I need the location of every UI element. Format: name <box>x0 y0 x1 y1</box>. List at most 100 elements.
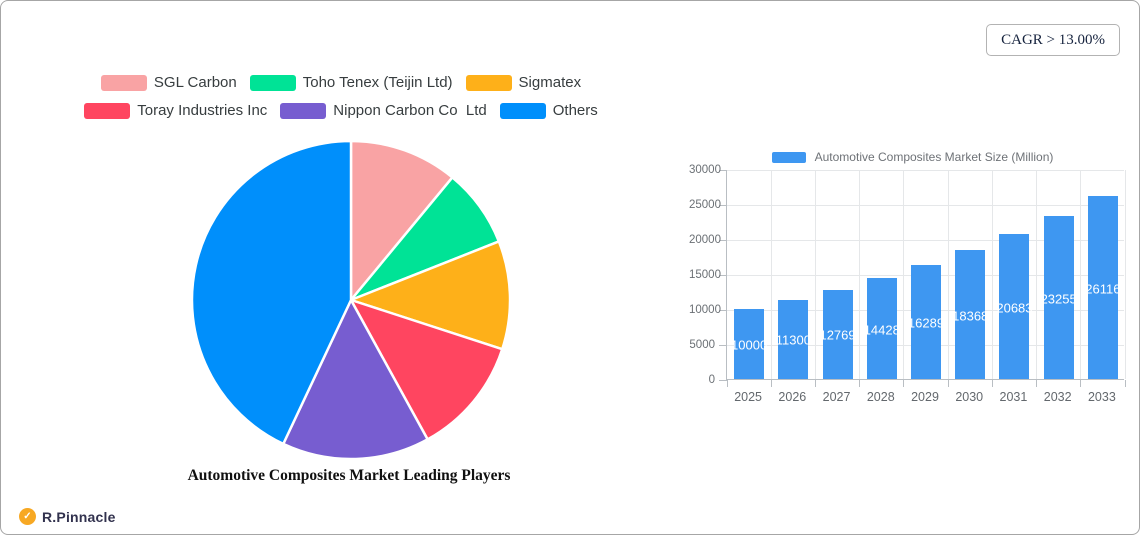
bar[interactable] <box>999 234 1030 379</box>
brand-name: R.Pinnacle <box>42 508 116 525</box>
x-axis-tick <box>991 380 993 387</box>
bar-legend-label: Automotive Composites Market Size (Milli… <box>814 150 1054 164</box>
bar-value-label: 10000 <box>731 337 768 353</box>
pie-legend-item[interactable]: Sigmatex <box>465 74 582 91</box>
y-axis-tick <box>719 344 727 346</box>
gridline <box>727 239 1124 241</box>
x-axis-tick <box>859 380 861 387</box>
pie-slice[interactable] <box>349 240 512 351</box>
gridline <box>1080 170 1082 379</box>
x-axis-tick <box>1080 380 1082 387</box>
x-axis-tick <box>947 380 949 387</box>
y-axis-label: 10000 <box>689 303 721 316</box>
bar-value-label: 11300 <box>775 332 811 348</box>
legend-color-swatch <box>499 102 546 119</box>
x-axis-tick <box>726 380 728 387</box>
x-axis-label: 2031 <box>999 390 1028 404</box>
y-axis-label: 0 <box>708 373 715 386</box>
bar-legend-color-swatch <box>771 151 806 163</box>
bar[interactable] <box>955 250 986 379</box>
bar[interactable] <box>778 299 809 379</box>
legend-color-swatch <box>280 102 327 119</box>
x-axis-label: 2032 <box>1043 390 1072 404</box>
bar-value-label: 23255 <box>1040 291 1077 307</box>
bar[interactable] <box>866 278 897 379</box>
bar-value-label: 14428 <box>863 322 900 337</box>
gridline <box>1124 170 1126 379</box>
legend-color-swatch <box>100 74 147 91</box>
pie-slice[interactable] <box>190 139 353 446</box>
pie-legend-item[interactable]: Others <box>499 102 598 119</box>
y-axis-tick <box>719 379 727 381</box>
pie-legend-item[interactable]: Toray Industries Inc <box>84 102 267 119</box>
pie-slice[interactable] <box>349 298 504 441</box>
gridline <box>727 204 1124 206</box>
bar[interactable] <box>1043 216 1074 379</box>
gridline <box>859 170 861 379</box>
gridline <box>814 170 816 379</box>
y-axis-tick <box>719 204 727 206</box>
pie-legend-item[interactable]: SGL Carbon <box>100 74 237 91</box>
legend-color-swatch <box>84 102 131 119</box>
x-axis-label: 2030 <box>955 390 984 404</box>
bar[interactable] <box>911 264 941 379</box>
pinnacle-logo-icon: ✓ <box>19 508 36 525</box>
legend-color-swatch <box>249 74 296 91</box>
y-axis-tick <box>719 169 727 171</box>
pie-legend-item[interactable]: Toho Tenex (Teijin Ltd) <box>249 74 453 91</box>
y-axis-label: 30000 <box>689 163 721 176</box>
legend-label: Toho Tenex (Teijin Ltd) <box>302 74 453 91</box>
bar-value-label: 26116 <box>1085 281 1121 297</box>
gridline <box>947 170 949 379</box>
y-axis-tick <box>719 309 727 311</box>
bar[interactable] <box>734 309 765 379</box>
cagr-badge: CAGR > 13.00% <box>986 24 1120 56</box>
bar-value-label: 18368 <box>952 308 989 324</box>
gridline <box>727 169 1124 171</box>
y-axis-label: 20000 <box>689 233 721 246</box>
legend-label: Others <box>552 102 598 119</box>
pie-slice[interactable] <box>282 298 429 461</box>
x-axis-label: 2028 <box>866 390 895 404</box>
gridline <box>770 170 772 379</box>
y-axis-label: 5000 <box>689 338 715 351</box>
y-axis-label: 15000 <box>689 268 721 281</box>
legend-color-swatch <box>465 74 512 91</box>
x-axis-label: 2025 <box>734 390 763 404</box>
pie-legend-row: Toray Industries Inc Nippon Carbon Co Ltd… <box>41 102 641 119</box>
y-axis-label: 25000 <box>689 198 721 211</box>
pie-chart <box>190 139 512 461</box>
pie-legend: SGL Carbon Toho Tenex (Teijin Ltd) Sigmate… <box>41 74 641 119</box>
x-axis-tick <box>1036 380 1038 387</box>
bar-plot-area: 10000 11300 12769 14428 16289 18368 20683 23255… <box>719 169 1126 387</box>
bar-value-label: 16289 <box>907 315 945 331</box>
legend-label: Toray Industries Inc <box>137 102 268 119</box>
legend-label: SGL Carbon <box>153 74 237 91</box>
y-axis-tick <box>719 239 727 241</box>
bar-chart: Automotive Composites Market Size (Milli… <box>689 143 1136 415</box>
legend-label: Sigmatex <box>518 74 582 91</box>
brand-logo: ✓ R.Pinnacle <box>19 508 116 525</box>
gridline <box>1036 170 1038 379</box>
gridline <box>991 170 993 379</box>
bar-value-label: 20683 <box>996 300 1033 316</box>
pie-slice[interactable] <box>349 139 454 302</box>
bar[interactable] <box>822 289 853 379</box>
legend-label: Nippon Carbon Co Ltd <box>333 102 487 119</box>
x-axis-tick <box>770 380 772 387</box>
gridline <box>903 170 905 379</box>
bar[interactable] <box>1087 196 1118 379</box>
x-axis-label: 2029 <box>911 390 939 404</box>
bar-chart-legend[interactable]: Automotive Composites Market Size (Milli… <box>689 150 1136 164</box>
x-axis-tick <box>814 380 816 387</box>
pie-legend-row: SGL Carbon Toho Tenex (Teijin Ltd) Sigmate… <box>41 74 641 91</box>
x-axis-tick <box>1124 380 1126 387</box>
bar-value-label: 12769 <box>819 327 856 343</box>
pie-legend-item[interactable]: Nippon Carbon Co Ltd <box>280 102 487 119</box>
x-axis-label: 2026 <box>778 390 807 404</box>
x-axis-tick <box>903 380 905 387</box>
x-axis-label: 2033 <box>1087 390 1116 404</box>
pie-chart-title: Automotive Composites Market Leading Pla… <box>187 467 511 484</box>
y-axis-tick <box>719 274 727 276</box>
